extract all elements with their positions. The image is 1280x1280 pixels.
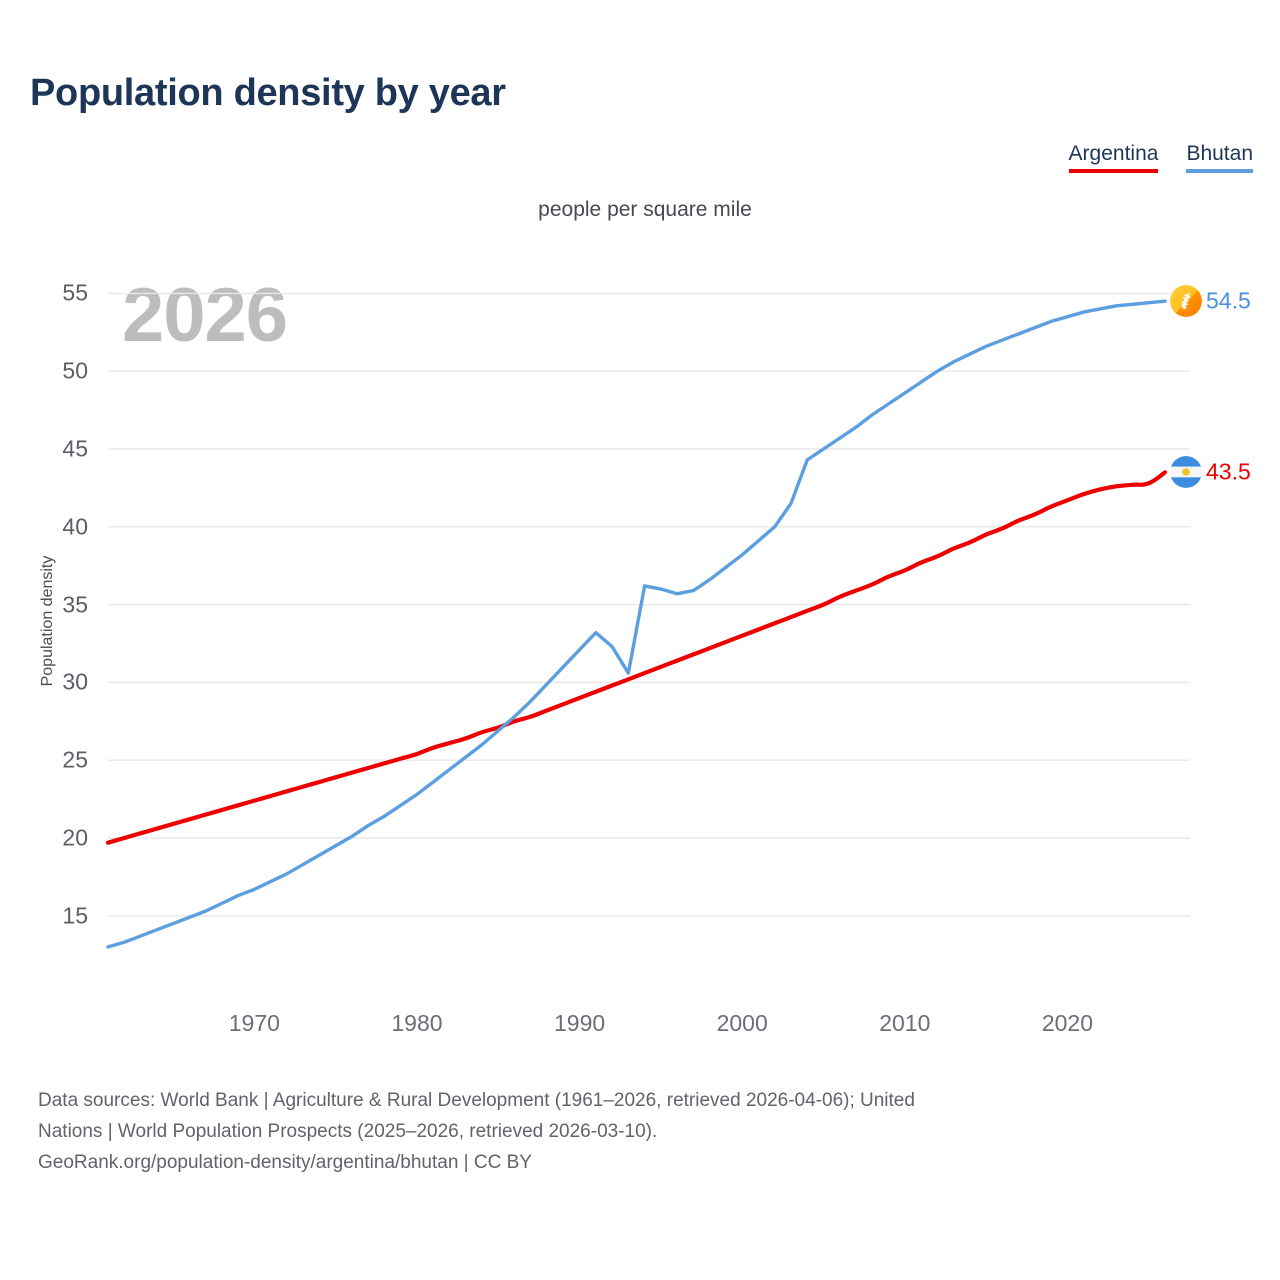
y-axis-tick-25: 25	[62, 746, 88, 773]
year-watermark: 2026	[122, 273, 288, 358]
y-axis-tick-30: 30	[62, 668, 88, 695]
legend-item-bhutan[interactable]: Bhutan	[1186, 142, 1253, 174]
endpoint-value-bhutan: 54.5	[1206, 287, 1251, 314]
x-axis-tick-2000: 2000	[716, 1010, 768, 1036]
footer-line-1: Data sources: World Bank | Agriculture &…	[38, 1090, 915, 1111]
endpoint-value-argentina: 43.5	[1206, 458, 1251, 485]
x-axis-tick-2010: 2010	[879, 1010, 931, 1036]
y-axis-tick-15: 15	[62, 902, 88, 929]
footer-line-3: GeoRank.org/population-density/argentina…	[38, 1151, 532, 1173]
line-series-argentina	[105, 470, 1168, 845]
line-series-bhutan	[106, 299, 1167, 949]
legend-color-swatch-bhutan	[1186, 169, 1253, 174]
x-axis-tick-1990: 1990	[553, 1010, 606, 1036]
legend-label-argentina: Argentina	[1068, 142, 1159, 165]
legend-item-argentina[interactable]: Argentina	[1068, 142, 1159, 174]
legend: Argentina Bhutan	[1068, 142, 1253, 174]
legend-label-bhutan: Bhutan	[1186, 142, 1253, 165]
chart-subtitle: people per square mile	[538, 198, 752, 221]
x-axis-tick-1970: 1970	[228, 1010, 280, 1036]
y-axis-tick-20: 20	[62, 824, 88, 851]
footer-line-2: Nations | World Population Prospects (20…	[38, 1120, 658, 1142]
page-title: Population density by year	[30, 72, 506, 114]
x-axis-tick-1980: 1980	[391, 1010, 443, 1036]
y-axis-tick-50: 50	[62, 357, 88, 384]
flag-icon-bhutan	[1170, 285, 1202, 318]
y-axis-tick-40: 40	[62, 513, 88, 540]
footer-sources: Data sources: World Bank | Agriculture &…	[38, 1086, 1268, 1178]
x-axis-tick-2020: 2020	[1041, 1010, 1094, 1036]
y-axis-tick-55: 55	[62, 279, 88, 306]
y-axis-tick-45: 45	[62, 435, 88, 462]
flag-icon-argentina	[1170, 456, 1202, 489]
y-axis-tick-35: 35	[62, 591, 88, 618]
legend-color-swatch-argentina	[1068, 169, 1159, 174]
